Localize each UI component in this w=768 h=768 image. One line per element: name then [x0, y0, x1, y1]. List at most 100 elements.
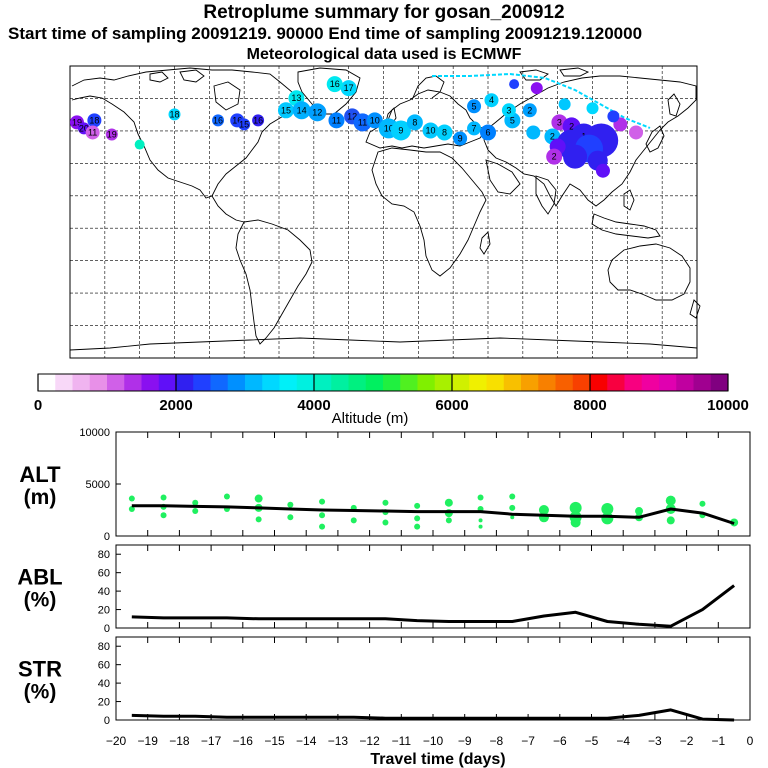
x-tick-label: −15: [264, 734, 285, 748]
map-marker: [467, 99, 482, 114]
map-marker: [607, 110, 620, 123]
alt-point: [255, 516, 262, 523]
colorbar-tick-label: 10000: [707, 397, 749, 414]
map-marker: [530, 82, 543, 95]
alt-point: [319, 512, 326, 519]
africa-outline: [371, 147, 487, 277]
map-marker-label: 3: [557, 117, 562, 127]
alt-point: [445, 517, 452, 524]
colorbar-cell: [469, 374, 487, 391]
colorbar-cell: [400, 374, 418, 391]
alt-point: [128, 505, 135, 512]
map-marker: [629, 125, 644, 140]
indonesia-outline: [591, 213, 661, 239]
alt-point: [477, 494, 484, 501]
map-marker-label: 18: [169, 109, 179, 119]
map-marker: [326, 76, 343, 93]
map-marker: [501, 103, 516, 118]
map-marker: [453, 131, 468, 146]
colorbar-tick-label: 8000: [573, 397, 606, 414]
x-tick-label: −11: [392, 734, 412, 748]
colorbar-tick-label: 4000: [297, 397, 330, 414]
alt-point: [478, 518, 483, 523]
colorbar-cell: [538, 374, 556, 391]
map-marker-label: 2: [527, 105, 532, 115]
colorbar-tick-label: 0: [34, 397, 42, 414]
x-tick-label: −4: [616, 734, 630, 748]
antarctica-outline: [69, 337, 698, 351]
map-marker-label: 12: [347, 111, 357, 121]
map-marker-label: 19: [107, 129, 117, 139]
map-marker: [422, 122, 439, 139]
colorbar-cell: [417, 374, 436, 391]
colorbar-cell: [624, 374, 643, 391]
map-marker-label: 17: [344, 83, 354, 93]
philippines-outline: [623, 189, 635, 211]
alt-point: [254, 494, 263, 503]
colorbar-cell: [693, 374, 712, 391]
map-marker-label: 7: [472, 123, 477, 133]
x-tick-labels: −20 −19 −18 −17 −16 −15 −14 −13 −12 −11 −10 −9 −8 −7−…: [106, 734, 754, 748]
panel-frame: [115, 431, 751, 537]
x-tick-label: −20: [106, 734, 127, 748]
colorbar-cell: [383, 374, 401, 391]
map-marker-label: 11: [88, 127, 97, 137]
map-marker-label: 15: [281, 105, 291, 115]
colorbar-cell: [503, 374, 522, 391]
alt-point: [128, 495, 135, 502]
colorbar-tick-labels: 0 2000 4000 6000 8000 10000: [34, 374, 749, 414]
alt-point: [160, 512, 167, 519]
europe-outline: [365, 89, 487, 149]
panel-frame: [115, 636, 751, 721]
map-gridlines: [70, 66, 697, 358]
colorbar-cell: [124, 374, 142, 391]
alt-point: [319, 498, 326, 505]
madagascar-outline: [479, 231, 491, 255]
x-tick-label: −2: [680, 734, 694, 748]
colorbar-cell: [245, 374, 263, 391]
greenland-outline: [297, 67, 361, 115]
alt-point: [699, 500, 706, 507]
colorbar-label: Altitude (m): [332, 410, 409, 427]
met-data-line: Meteorological data used is ECMWF: [246, 46, 522, 63]
chart-title: Retroplume summary for gosan_200912: [203, 2, 565, 23]
map-marker-label: 5: [472, 101, 477, 111]
alt-point: [444, 498, 453, 507]
sampling-time-line: Start time of sampling 20091219. 90000 E…: [8, 24, 643, 43]
south-america-outline: [235, 219, 313, 345]
panel-y-tick-label: 10000: [79, 427, 110, 439]
time-series-panels: 0500010000ALT(m)020406080ABL(%)020406080…: [17, 427, 751, 727]
panel-y-tick-label: 60: [98, 660, 110, 672]
panel-y-tick-label: 20: [98, 605, 110, 617]
map-marker-label: 9: [458, 133, 463, 143]
x-tick-label: −8: [490, 734, 504, 748]
map-marker-label: 9: [398, 125, 403, 135]
map-marker: [480, 124, 496, 141]
x-tick-label: −5: [585, 734, 599, 748]
map-marker-label: 16: [330, 79, 340, 89]
map-marker-label: 10: [370, 115, 380, 125]
colorbar-tick-label: 6000: [435, 397, 468, 414]
alt-point: [287, 514, 294, 521]
colorbar-cell: [193, 374, 211, 391]
kamchatka-outline: [667, 93, 681, 117]
alt-point: [414, 523, 421, 530]
alt-point: [665, 495, 676, 506]
map-marker-label: 11: [332, 115, 341, 125]
colorbar-cell: [572, 374, 591, 391]
colorbar-cells: [38, 374, 729, 391]
alt-point: [509, 504, 516, 511]
alt-point: [414, 515, 421, 522]
map-marker-label: 18: [89, 115, 99, 125]
alt-point: [382, 499, 389, 506]
colorbar-cell: [486, 374, 505, 391]
map-marker-label: 8: [442, 127, 447, 137]
map-marker: [105, 128, 118, 141]
colorbar-cell: [555, 374, 574, 391]
map-marker: [308, 103, 327, 122]
colorbar-cell: [659, 374, 677, 391]
alt-point: [382, 519, 389, 526]
x-tick-label: −9: [458, 734, 472, 748]
colorbar-cell: [38, 374, 56, 391]
